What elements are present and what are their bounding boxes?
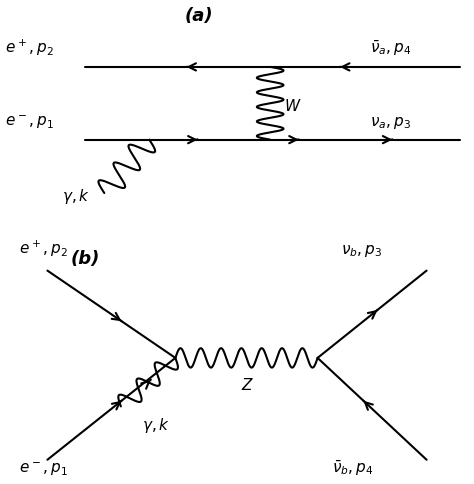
Text: $e^-, p_1$: $e^-, p_1$	[5, 113, 54, 131]
Text: $\bar{\nu}_a, p_4$: $\bar{\nu}_a, p_4$	[370, 39, 411, 58]
Text: $\gamma, k$: $\gamma, k$	[62, 186, 90, 205]
Text: Z: Z	[241, 378, 252, 393]
Text: $e^+, p_2$: $e^+, p_2$	[5, 38, 54, 58]
Text: $\nu_a, p_3$: $\nu_a, p_3$	[370, 115, 410, 131]
Text: (a): (a)	[185, 7, 213, 25]
Text: $e^+, p_2$: $e^+, p_2$	[19, 239, 68, 259]
Text: W: W	[284, 99, 300, 114]
Text: (b): (b)	[71, 249, 100, 267]
Text: $\nu_b, p_3$: $\nu_b, p_3$	[341, 243, 383, 259]
Text: $\gamma, k$: $\gamma, k$	[142, 415, 170, 434]
Text: $e^-, p_1$: $e^-, p_1$	[19, 459, 68, 477]
Text: $\bar{\nu}_b, p_4$: $\bar{\nu}_b, p_4$	[332, 458, 374, 477]
